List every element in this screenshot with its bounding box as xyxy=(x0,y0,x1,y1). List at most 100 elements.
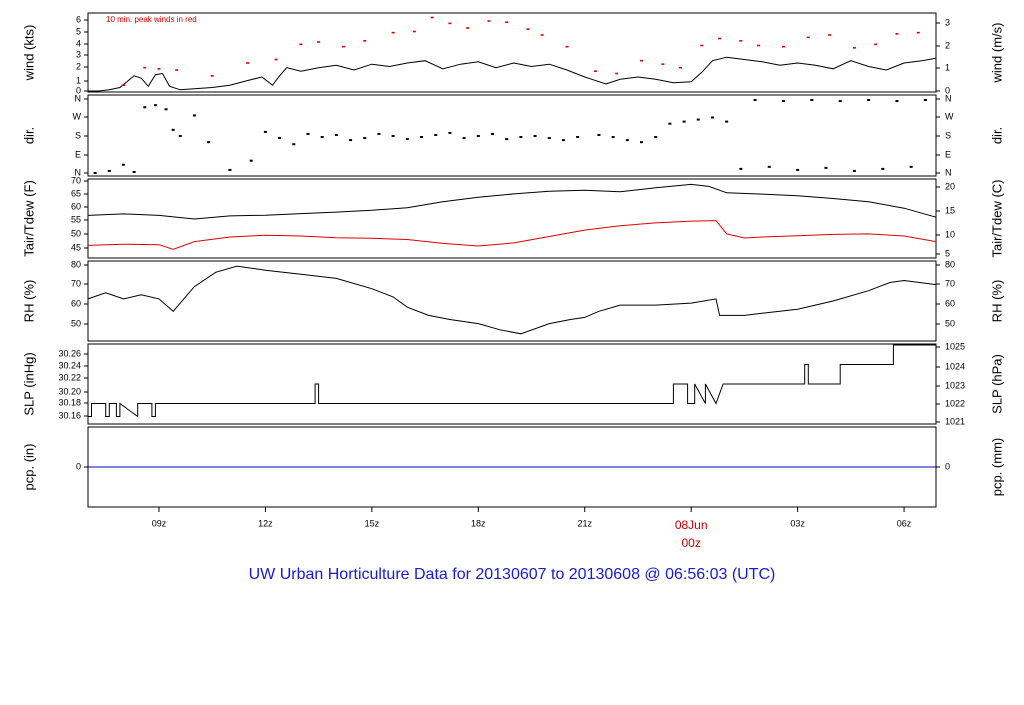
direction-point xyxy=(640,141,644,144)
direction-point xyxy=(682,120,686,123)
xtick-label-09z: 09z xyxy=(152,518,167,528)
ylabel-left-temperature: Tair/Tdew (F) xyxy=(21,180,36,257)
direction-point xyxy=(349,139,353,142)
panel-pressure xyxy=(84,343,940,425)
direction-point xyxy=(576,136,580,139)
peak-wind-mark xyxy=(175,69,179,71)
direction-point xyxy=(611,136,615,139)
direction-point xyxy=(363,137,367,140)
ytick-label-left-temperature: 70 xyxy=(71,175,81,185)
peak-wind-mark xyxy=(806,36,810,39)
ylabel-right-pressure: SLP (hPa) xyxy=(989,354,1004,414)
peak-wind-mark xyxy=(448,22,452,25)
panel-frame-wind xyxy=(87,12,937,93)
ytick-label-left-wind: 0 xyxy=(76,85,81,95)
panel-frame-pressure xyxy=(87,343,937,425)
ytick-label-left-temperature: 50 xyxy=(71,228,81,238)
xtick-date-hour-label: 00z xyxy=(682,536,701,550)
ytick-label-right-humidity: 80 xyxy=(945,259,955,269)
plot-title: UW Urban Horticulture Data for 20130607 … xyxy=(248,566,776,583)
ytick-label-right-wind: 1 xyxy=(945,62,950,72)
ytick-label-left-precipitation: 0 xyxy=(76,461,81,471)
peak-wind-mark xyxy=(363,40,367,42)
direction-point xyxy=(107,169,111,172)
direction-point xyxy=(434,133,438,136)
ytick-label-right-pressure: 1023 xyxy=(945,380,965,390)
peak-wind-mark xyxy=(121,84,125,86)
peak-wind-mark xyxy=(874,43,878,46)
direction-point xyxy=(405,138,409,141)
ytick-label-left-humidity: 60 xyxy=(71,298,81,308)
direction-point xyxy=(132,170,136,173)
xtick-label-03z: 03z xyxy=(790,518,805,528)
xtick-label-12z: 12z xyxy=(258,518,273,528)
panel-precipitation xyxy=(84,426,940,508)
ylabel-right-wind: wind (m/s) xyxy=(989,23,1004,84)
ytick-label-right-humidity: 60 xyxy=(945,298,955,308)
panel-direction xyxy=(84,94,940,177)
peak-wind-mark xyxy=(916,31,920,34)
ytick-label-right-direction: N xyxy=(945,167,952,177)
ytick-label-left-pressure: 30.26 xyxy=(58,348,81,358)
ytick-label-left-wind: 2 xyxy=(76,61,81,71)
ytick-label-right-wind: 0 xyxy=(945,85,950,95)
ytick-label-right-temperature: 5 xyxy=(945,248,950,258)
ytick-label-right-temperature: 10 xyxy=(945,229,955,239)
direction-point xyxy=(164,108,168,111)
series-line-rh xyxy=(87,265,937,335)
direction-point xyxy=(625,139,629,142)
ylabel-left-direction: dir. xyxy=(21,127,36,144)
direction-point xyxy=(597,133,601,136)
direction-point xyxy=(710,116,714,119)
direction-point xyxy=(292,143,296,146)
ytick-label-right-pressure: 1021 xyxy=(945,416,965,426)
direction-point xyxy=(810,99,814,102)
peak-wind-mark xyxy=(640,59,644,62)
series-line-tdew xyxy=(87,220,937,250)
direction-point xyxy=(654,136,658,139)
ytick-label-left-pressure: 30.24 xyxy=(58,360,81,370)
ylabel-left-wind: wind (kts) xyxy=(21,25,36,82)
peak-wind-mark xyxy=(565,45,569,48)
direction-point xyxy=(547,137,551,140)
ytick-label-right-humidity: 70 xyxy=(945,278,955,288)
peak-wind-mark xyxy=(895,33,899,35)
xtick-label-15z: 15z xyxy=(365,518,380,528)
panel-frame-direction xyxy=(87,94,937,177)
direction-point xyxy=(519,136,523,139)
peak-wind-mark xyxy=(143,66,147,69)
direction-point xyxy=(249,159,253,162)
direction-point xyxy=(561,139,565,142)
peak-wind-mark xyxy=(781,45,785,48)
direction-point xyxy=(93,172,97,174)
ylabel-left-humidity: RH (%) xyxy=(21,280,36,323)
peak-wind-mark xyxy=(757,44,761,47)
peak-wind-mark xyxy=(505,21,509,23)
direction-point xyxy=(781,100,785,103)
panel-frame-humidity xyxy=(87,260,937,342)
direction-point xyxy=(448,131,452,134)
xtick-label-18z: 18z xyxy=(471,518,486,528)
ytick-label-right-direction: N xyxy=(945,93,952,103)
peak-wind-mark xyxy=(430,16,434,19)
direction-point xyxy=(824,166,828,169)
panel-temperature xyxy=(84,178,940,259)
ytick-label-left-pressure: 30.16 xyxy=(58,410,81,420)
ytick-label-left-direction: S xyxy=(75,130,81,140)
peak-wind-mark xyxy=(852,47,856,49)
peak-wind-mark xyxy=(615,72,619,75)
peak-wind-mark xyxy=(466,27,470,29)
direction-point xyxy=(462,137,466,140)
peak-wind-mark xyxy=(274,58,278,61)
peak-wind-mark xyxy=(540,34,544,36)
peak-wind-mark xyxy=(679,66,683,69)
peak-wind-mark xyxy=(718,37,722,40)
direction-point xyxy=(852,169,856,172)
peak-wind-mark xyxy=(593,70,597,72)
ytick-label-left-wind: 5 xyxy=(76,26,81,36)
ytick-label-left-direction: W xyxy=(73,111,82,121)
direction-point xyxy=(334,133,338,136)
peak-wind-annotation: 10 min. peak winds in red xyxy=(106,15,197,24)
ytick-label-left-pressure: 30.18 xyxy=(58,397,81,407)
panel-wind xyxy=(84,12,940,93)
